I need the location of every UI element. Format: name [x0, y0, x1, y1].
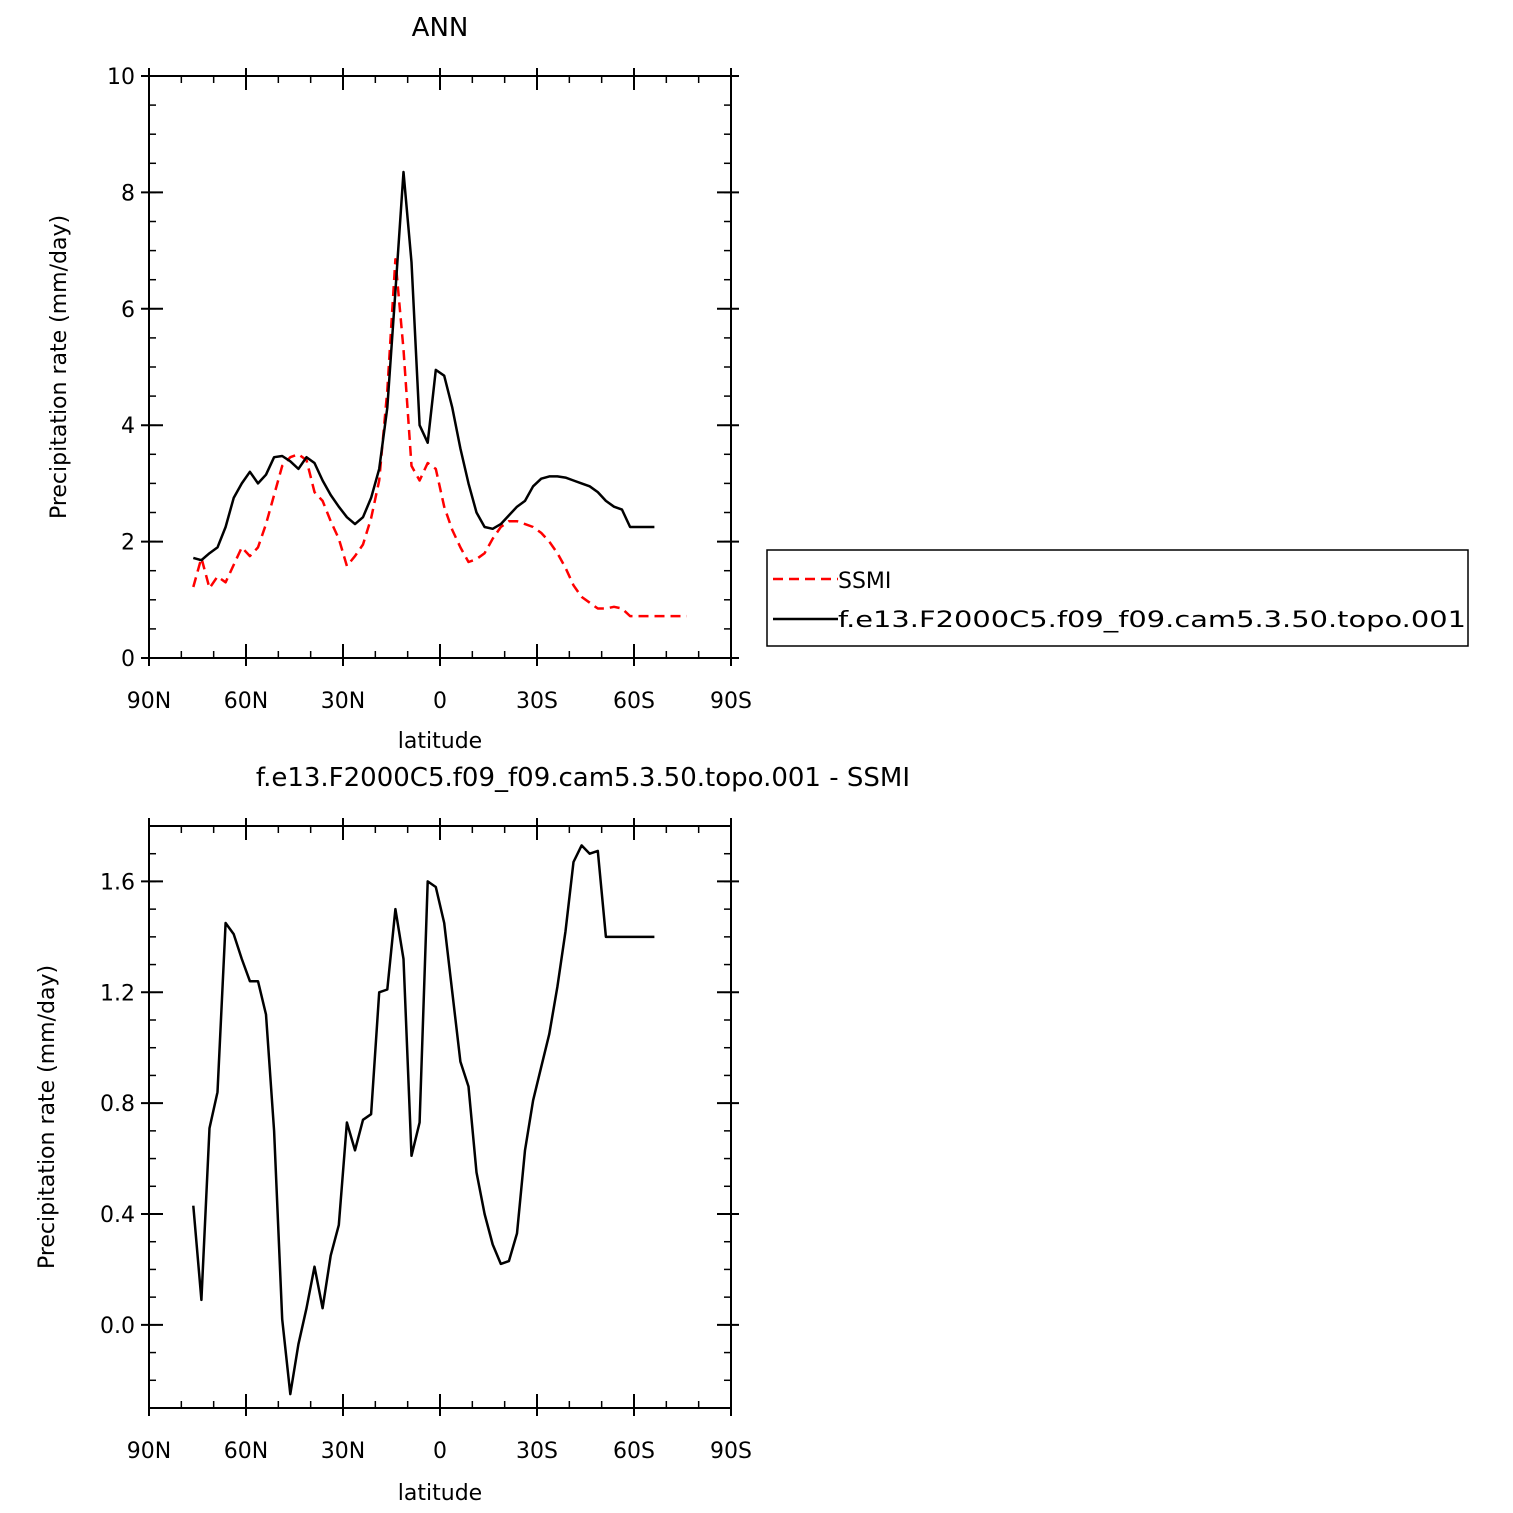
bottom-plot-frame — [148, 825, 732, 1409]
x-tick-label: 0 — [433, 689, 447, 714]
series-line-1 — [192, 170, 655, 562]
y-tick-label: 0.0 — [100, 1314, 135, 1339]
top-chart-title: ANN — [412, 13, 469, 43]
x-tick-label: 60N — [224, 689, 268, 714]
x-tick-label: 90S — [710, 689, 752, 714]
y-tick-label: 8 — [121, 181, 135, 206]
x-tick-label: 0 — [433, 1439, 447, 1464]
top-y-axis-label: Precipitation rate (mm/day) — [47, 215, 72, 519]
top-x-axis-label: latitude — [398, 729, 482, 754]
bottom-series-lines — [192, 844, 655, 1396]
top-series-lines — [192, 170, 687, 618]
bottom-y-ticks: 0.0 0.4 0.8 1.2 1.6 — [100, 825, 739, 1382]
bottom-x-axis-label: latitude — [398, 1481, 482, 1506]
x-tick-label: 60S — [613, 689, 655, 714]
legend-label-model: f.e13.F2000C5.f09_f09.cam5.3.50.topo.001 — [838, 608, 1466, 633]
y-tick-label: 0 — [121, 647, 135, 672]
legend: SSMI f.e13.F2000C5.f09_f09.cam5.3.50.top… — [766, 549, 1469, 647]
x-tick-label: 30N — [321, 1439, 365, 1464]
y-tick-label: 10 — [107, 65, 135, 90]
x-tick-label: 30N — [321, 689, 365, 714]
bottom-x-ticks: 90N 60N 30N 0 30S 60S 90S — [127, 818, 752, 1464]
top-plot-frame — [148, 75, 732, 659]
bottom-chart-panel: f.e13.F2000C5.f09_f09.cam5.3.50.topo.001… — [35, 763, 910, 1506]
top-x-ticks: 90N 60N 30N 0 30S 60S 90S — [127, 68, 752, 714]
y-tick-label: 2 — [121, 531, 135, 556]
series-line-0 — [192, 258, 687, 618]
y-tick-label: 1.6 — [100, 870, 135, 895]
y-tick-label: 0.8 — [100, 1092, 135, 1117]
legend-label-ssmi: SSMI — [838, 569, 891, 594]
x-tick-label: 60N — [224, 1439, 268, 1464]
x-tick-label: 90S — [710, 1439, 752, 1464]
top-y-ticks: 0 2 4 6 8 10 — [107, 65, 739, 672]
bottom-y-axis-label: Precipitation rate (mm/day) — [35, 965, 60, 1269]
legend-box — [766, 549, 1469, 647]
y-tick-label: 1.2 — [100, 981, 135, 1006]
x-tick-label: 60S — [613, 1439, 655, 1464]
x-tick-label: 30S — [516, 1439, 558, 1464]
x-tick-label: 90N — [127, 1439, 171, 1464]
y-tick-label: 4 — [121, 414, 135, 439]
x-tick-label: 90N — [127, 689, 171, 714]
series-line-0 — [192, 844, 655, 1396]
y-tick-label: 0.4 — [100, 1203, 135, 1228]
top-chart-panel: ANN 0 2 4 6 8 10 90N 60N 30N 0 30S 60S 90S latitude… — [47, 13, 752, 754]
y-tick-label: 6 — [121, 298, 135, 323]
bottom-chart-title: f.e13.F2000C5.f09_f09.cam5.3.50.topo.001… — [256, 763, 910, 793]
x-tick-label: 30S — [516, 689, 558, 714]
